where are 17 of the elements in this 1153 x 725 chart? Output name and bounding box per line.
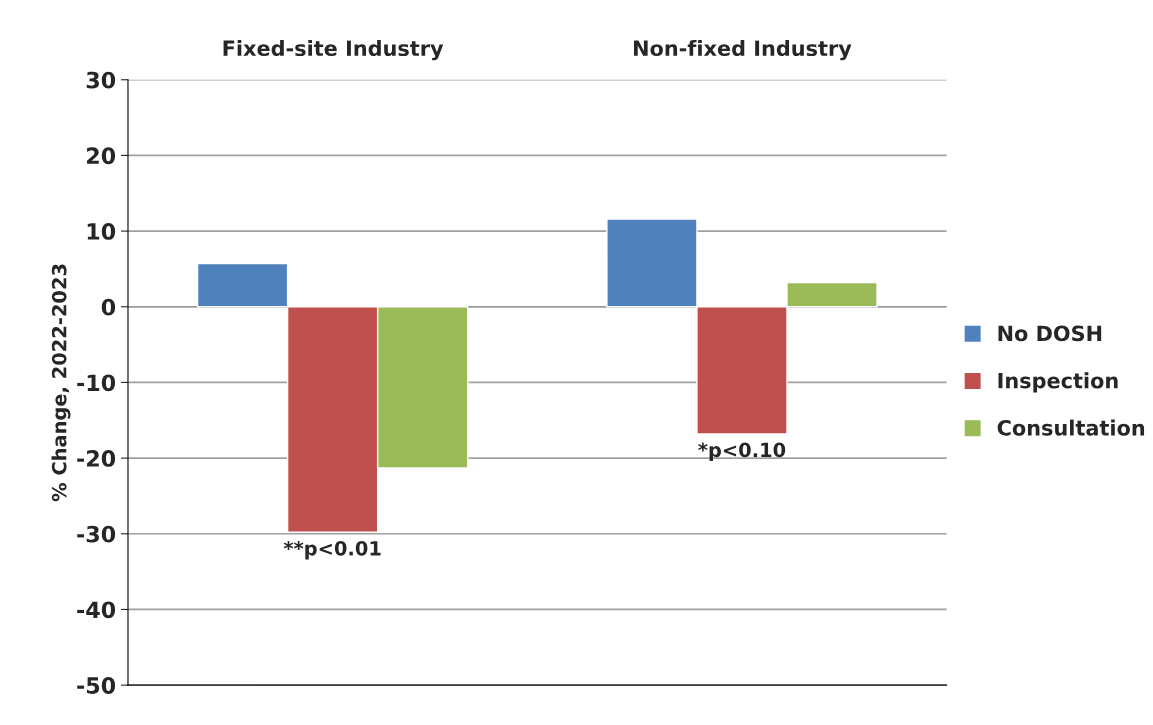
x-tick-label: Fixed-site Industry [223,39,444,61]
y-tick-label: -20 [77,450,116,467]
y-axis-title: % Change, 2022-2023 [51,264,71,502]
y-tick-label: -30 [77,525,116,543]
y-tick-label: 20 [87,147,116,165]
legend-label: No DOSH [998,325,1102,342]
y-tick-label: 10 [87,223,116,240]
y-tick-label: 0 [101,298,116,316]
legend-label: Inspection [998,372,1118,393]
annotation: *p<0.10 [698,442,786,462]
y-tick-label: -40 [77,601,116,619]
y-tick-label: 30 [86,71,116,89]
x-tick-label: Non-fixed Industry [634,39,852,61]
y-tick-label: -50 [77,677,116,694]
y-tick-label: -10 [77,374,116,392]
legend-label: Consultation [997,419,1145,436]
annotation: **p<0.01 [283,540,381,560]
